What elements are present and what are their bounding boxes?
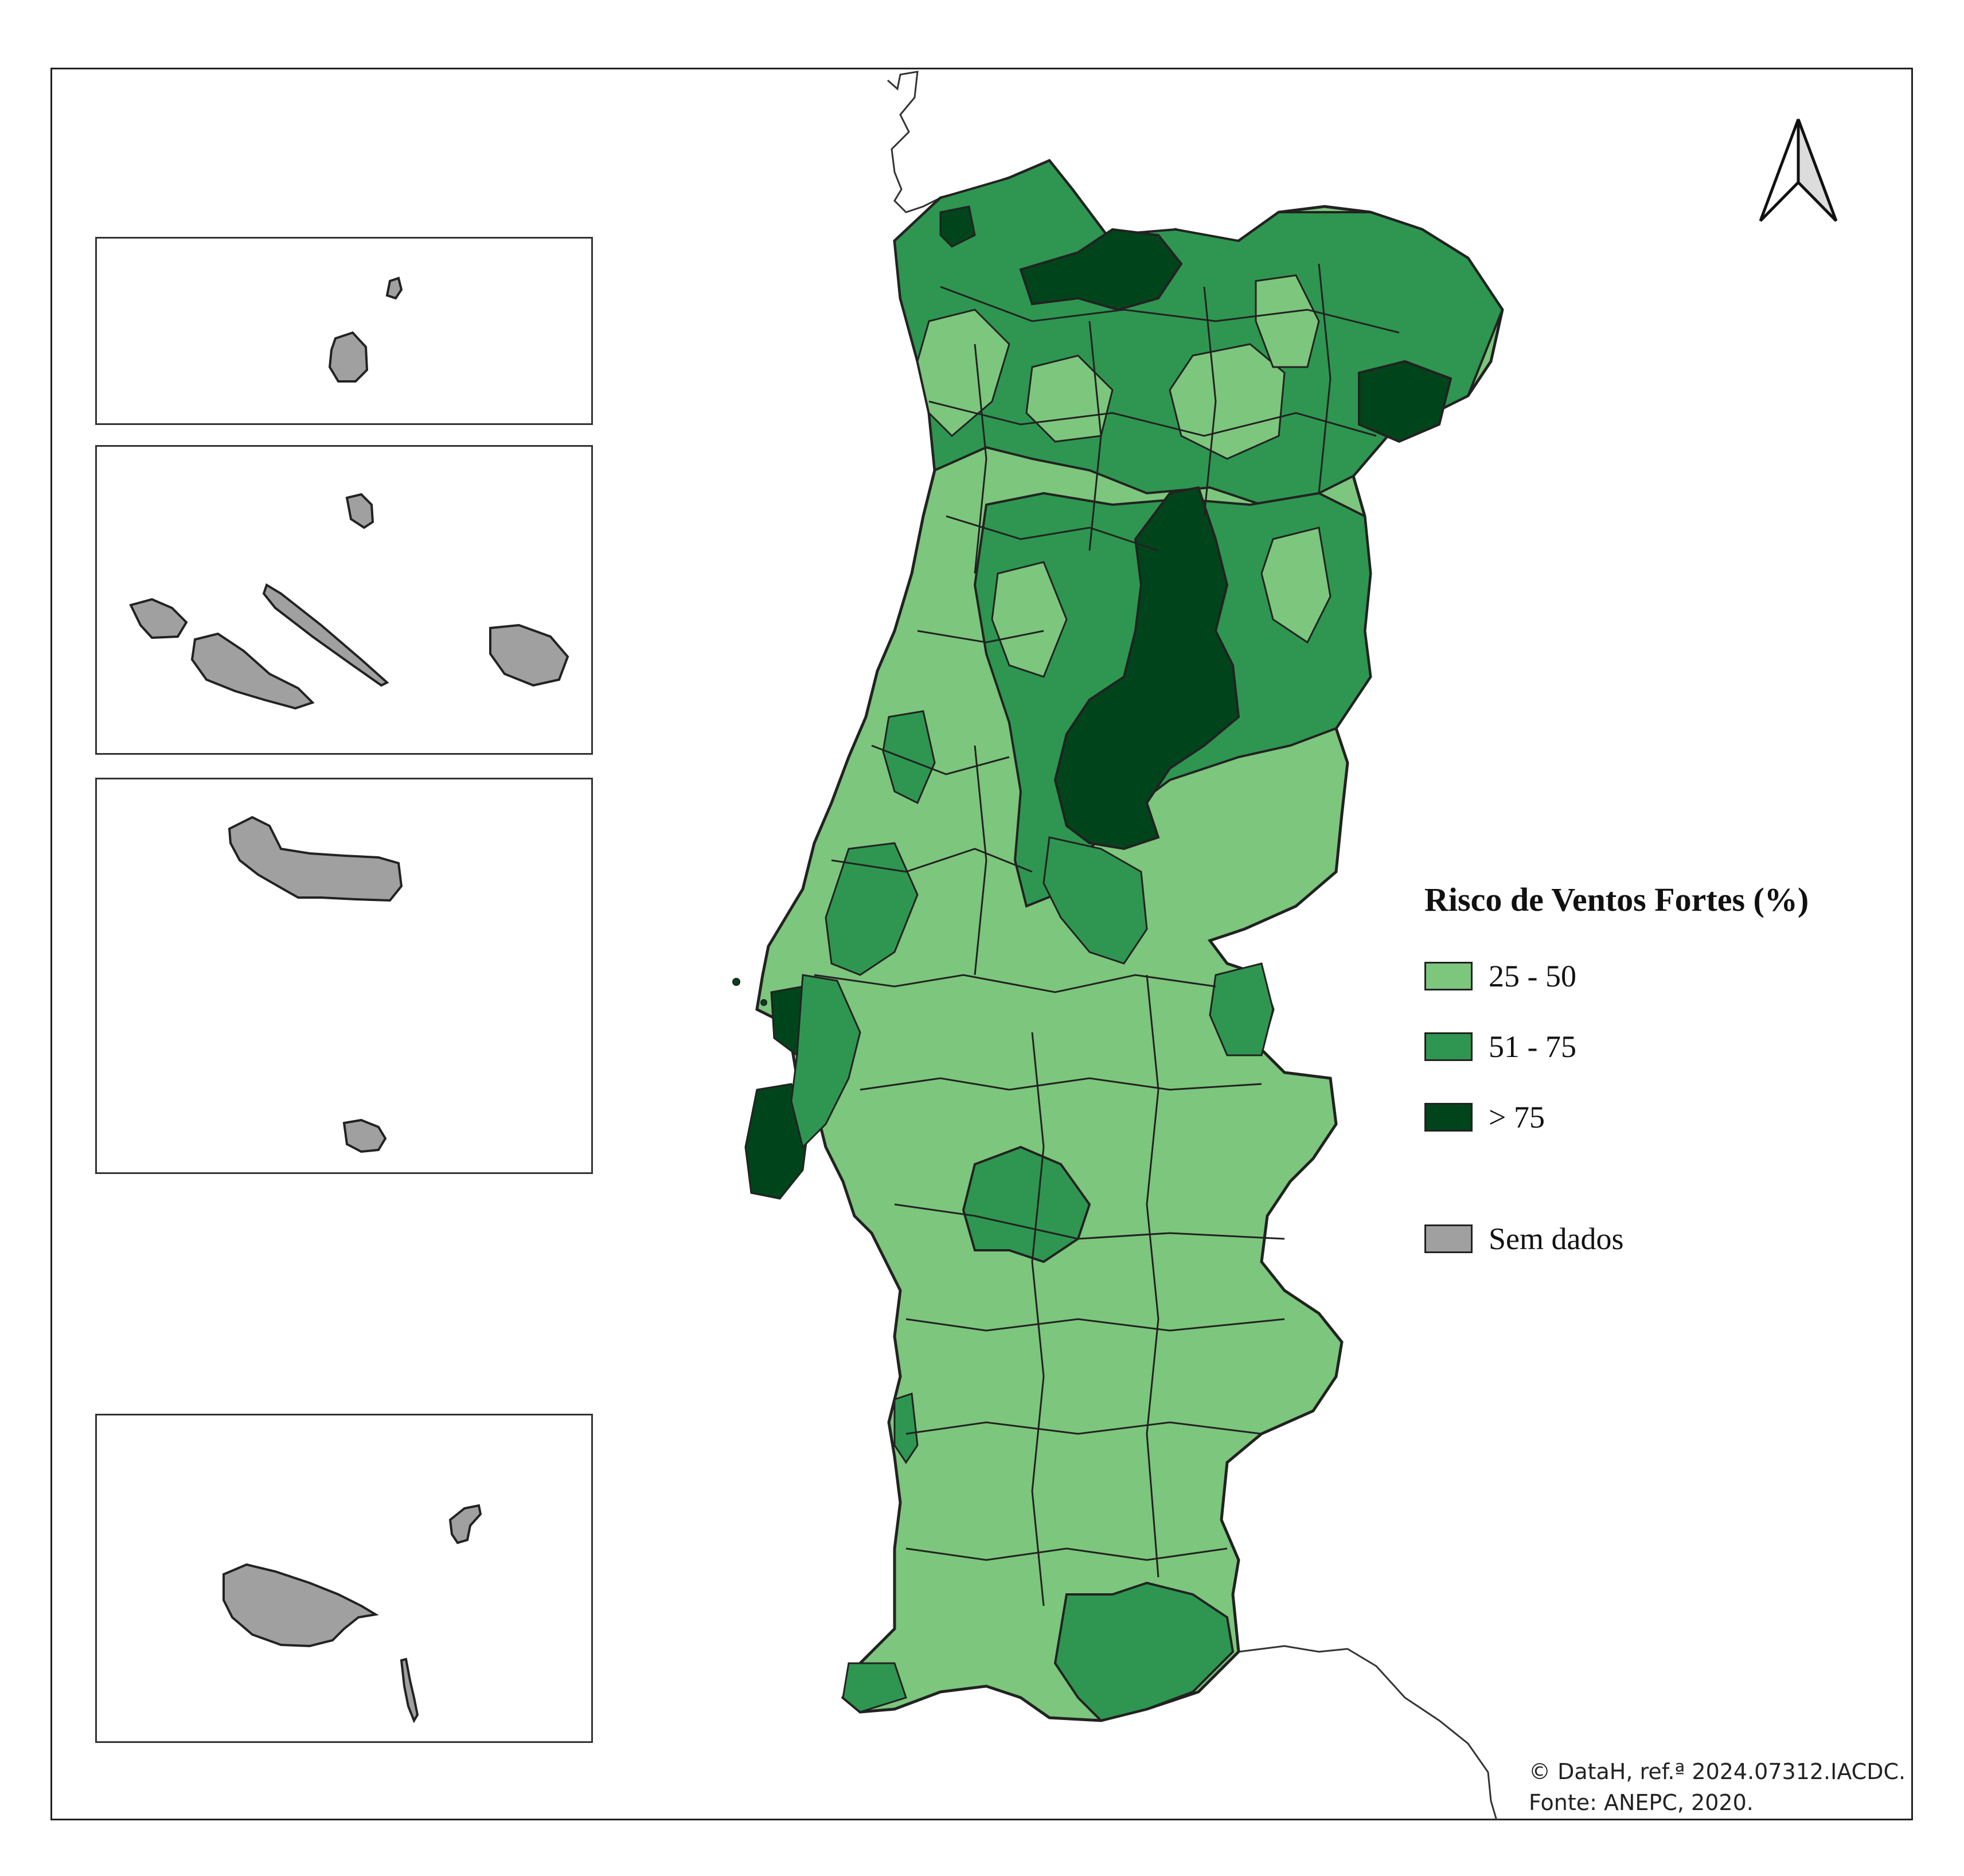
region-high-minho (939, 205, 976, 248)
terceira-island (489, 623, 569, 687)
azores-central-islands (129, 493, 569, 710)
region-high-north (1019, 228, 1183, 311)
madeira-islands (222, 1504, 482, 1723)
santa-maria-island (342, 1118, 387, 1153)
porto-santo-island (448, 1504, 482, 1545)
region-alentejo-medium (962, 1145, 1091, 1263)
legend-label-low: 25 - 50 (1489, 959, 1576, 993)
region-coast-medium-c (790, 974, 861, 1149)
inset-madeira (95, 1414, 593, 1743)
region-east-medium (1209, 962, 1274, 1056)
desertas-islands (400, 1657, 419, 1723)
graciosa-island (345, 493, 374, 529)
azores-eastern-islands (228, 816, 403, 1153)
spain-coast-south (1238, 1645, 1498, 1821)
spain-coast-north (887, 71, 941, 213)
legend-title: Risco de Ventos Fortes (%) (1424, 881, 1809, 918)
sao-miguel-island (228, 816, 403, 902)
legend-item-low: 25 - 50 (1424, 959, 1576, 993)
legend-item-no-data: Sem dados (1424, 1222, 1624, 1256)
legend-label-medium: 51 - 75 (1489, 1029, 1576, 1064)
credits: © DataH, ref.ª 2024.07312.IACDC. Fonte: … (1529, 1756, 1906, 1818)
region-central-light-b (991, 561, 1068, 678)
region-north-light-c (1255, 274, 1320, 368)
region-coast-medium-b (825, 842, 919, 976)
azores-western-islands (328, 276, 403, 383)
legend-swatch-no-data (1424, 1224, 1473, 1253)
region-sw-coast-medium (893, 1392, 919, 1464)
region-algarve-medium (1053, 1581, 1235, 1722)
legend-label-no-data: Sem dados (1489, 1222, 1624, 1256)
legend-swatch-high (1424, 1103, 1473, 1132)
madeira-island (222, 1563, 379, 1648)
pico-island (190, 632, 315, 710)
credits-copyright: © DataH, ref.ª 2024.07312.IACDC. (1529, 1759, 1906, 1784)
corvo-island (385, 276, 403, 300)
legend-swatch-low (1424, 962, 1473, 990)
region-high-central (1053, 486, 1240, 851)
legend-label-high: > 75 (1489, 1100, 1545, 1134)
north-arrow-icon (1759, 119, 1838, 222)
municipality-boundaries (814, 263, 1400, 1606)
region-coast-medium-a (882, 710, 936, 805)
flores-island (328, 331, 369, 383)
inset-azores-central (95, 445, 593, 755)
legend-item-high: > 75 (1424, 1100, 1545, 1134)
berlengas-island (732, 978, 740, 986)
region-high-northeast (1358, 360, 1452, 443)
region-north-light-b (1169, 343, 1286, 460)
legend-item-medium: 51 - 75 (1424, 1029, 1576, 1064)
region-central-light-a (1260, 526, 1332, 644)
map-frame (50, 68, 1913, 1820)
sao-jorge-island (262, 583, 389, 687)
inset-azores-eastern (95, 778, 593, 1174)
farilhoes-island (760, 999, 767, 1006)
legend-swatch-medium (1424, 1032, 1473, 1061)
region-central-medium-c (1042, 836, 1148, 965)
faial-island (129, 598, 188, 639)
inset-azores-western (95, 237, 593, 425)
credits-source: Fonte: ANEPC, 2020. (1529, 1790, 1754, 1815)
region-algarve-west-medium (842, 1662, 907, 1713)
